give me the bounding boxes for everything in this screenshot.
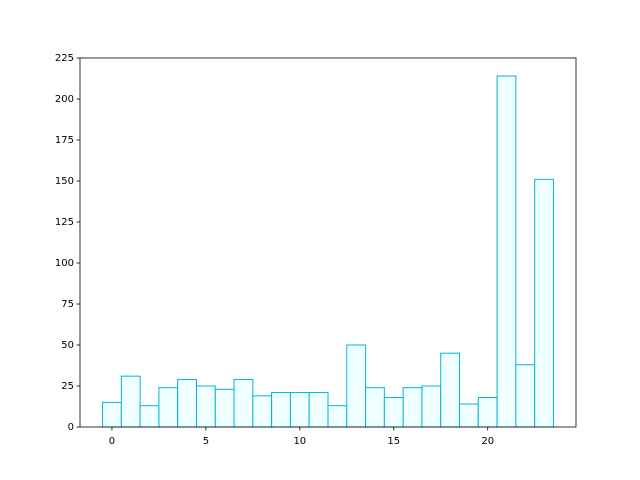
y-tick-label: 125 bbox=[55, 217, 74, 228]
bar bbox=[515, 364, 536, 428]
bar bbox=[308, 392, 329, 428]
y-tick-label: 150 bbox=[55, 176, 74, 187]
bar bbox=[440, 352, 461, 428]
bar bbox=[252, 395, 273, 428]
bar bbox=[365, 387, 385, 428]
bar bbox=[102, 401, 122, 428]
bar bbox=[496, 75, 517, 428]
bar bbox=[383, 396, 404, 428]
bar bbox=[534, 178, 554, 428]
bar bbox=[421, 385, 442, 428]
y-tick-label: 175 bbox=[55, 135, 74, 146]
y-tick-label: 50 bbox=[61, 340, 74, 351]
axes-frame bbox=[79, 57, 577, 428]
x-tick-label: 20 bbox=[481, 436, 494, 447]
bar bbox=[327, 405, 348, 428]
bar bbox=[139, 405, 160, 428]
bar bbox=[346, 344, 367, 428]
bar bbox=[271, 392, 291, 428]
bar bbox=[459, 403, 479, 428]
x-tick-label: 5 bbox=[203, 436, 209, 447]
x-tick-label: 10 bbox=[293, 436, 306, 447]
x-tick-label: 0 bbox=[109, 436, 115, 447]
bar bbox=[120, 375, 141, 428]
bar bbox=[214, 388, 235, 428]
x-tick-label: 15 bbox=[387, 436, 400, 447]
bar bbox=[233, 378, 254, 428]
bar bbox=[289, 392, 310, 428]
bar bbox=[177, 378, 197, 428]
y-tick-label: 25 bbox=[61, 381, 74, 392]
bar bbox=[402, 387, 423, 428]
y-tick-label: 75 bbox=[61, 299, 74, 310]
bar bbox=[158, 387, 179, 428]
bar bbox=[195, 385, 216, 428]
y-tick-label: 225 bbox=[55, 53, 74, 64]
y-tick-label: 200 bbox=[55, 94, 74, 105]
y-tick-label: 100 bbox=[55, 258, 74, 269]
y-tick-label: 0 bbox=[68, 422, 74, 433]
bar bbox=[477, 396, 498, 428]
